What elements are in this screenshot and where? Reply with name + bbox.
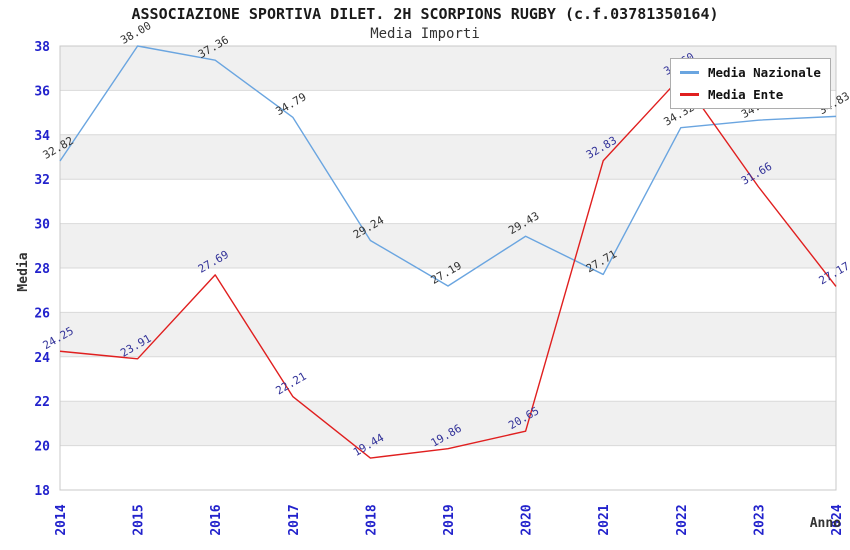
legend-item-media-ente: Media Ente: [680, 87, 821, 102]
y-tick-label: 36: [34, 84, 50, 99]
y-tick-label: 28: [34, 262, 50, 277]
x-tick-label: 2020: [520, 504, 535, 535]
x-tick-label: 2014: [54, 504, 69, 535]
x-axis-title: Anno: [810, 516, 841, 531]
legend-item-media-nazionale: Media Nazionale: [680, 65, 821, 80]
y-tick-label: 18: [34, 484, 50, 499]
chart-subtitle: Media Importi: [370, 26, 480, 42]
legend-label: Media Nazionale: [708, 65, 821, 80]
legend-swatch-blue-line: [680, 71, 699, 74]
x-tick-label: 2021: [597, 504, 612, 535]
x-tick-label: 2019: [442, 504, 457, 535]
y-axis-title: Media: [16, 252, 31, 291]
legend-label: Media Ente: [708, 87, 784, 102]
point-label: 34.79: [273, 90, 308, 118]
x-tick-label: 2022: [675, 504, 690, 535]
y-tick-label: 20: [34, 440, 50, 455]
legend: Media Nazionale Media Ente: [670, 58, 831, 109]
x-tick-label: 2017: [287, 504, 302, 535]
chart-title: ASSOCIAZIONE SPORTIVA DILET. 2H SCORPION…: [131, 5, 719, 23]
y-tick-label: 32: [34, 173, 50, 188]
plot-band: [60, 401, 836, 446]
plot-border: [59, 45, 837, 491]
x-tick-label: 2016: [209, 504, 224, 535]
y-tick-label: 26: [34, 306, 50, 321]
series-line-media-nazionale: [59, 45, 837, 287]
point-label: 38.00: [118, 19, 153, 47]
y-tick-label: 22: [34, 395, 50, 410]
y-tick-label: 24: [34, 351, 50, 366]
plot-band: [60, 223, 836, 268]
y-tick-label: 30: [34, 218, 50, 233]
x-tick-label: 2018: [364, 504, 379, 535]
y-tick-label: 34: [34, 129, 50, 144]
plot-band: [60, 312, 836, 357]
x-tick-label: 2015: [132, 504, 147, 535]
y-tick-label: 38: [34, 40, 50, 55]
series-line-media-ente: [59, 76, 837, 459]
plot-band: [60, 134, 836, 180]
legend-swatch-red-line: [680, 93, 699, 96]
x-tick-label: 2023: [752, 504, 767, 535]
x-tick-label: 2024: [830, 504, 845, 535]
